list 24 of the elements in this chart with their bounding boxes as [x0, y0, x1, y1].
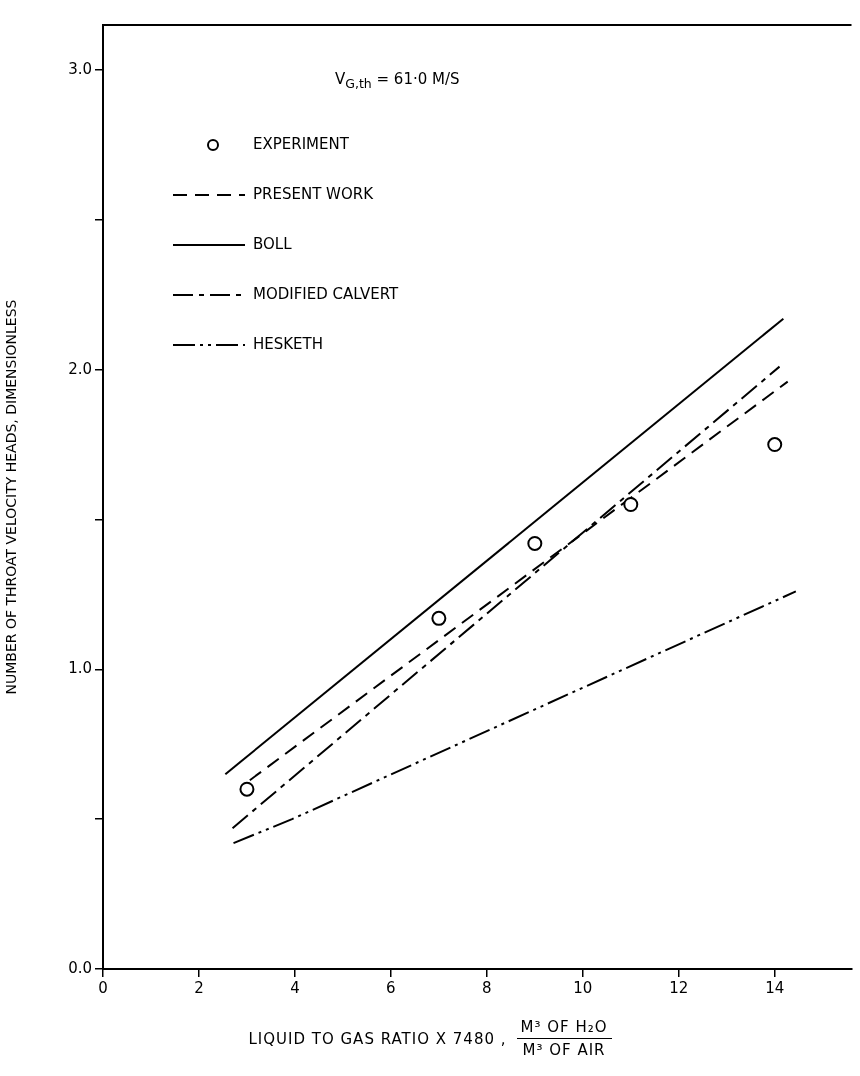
y-tick-label: 2.0	[68, 359, 92, 378]
x-tick-label: 10	[573, 978, 593, 997]
legend-label: MODIFIED CALVERT	[253, 284, 400, 303]
x-tick-label: 8	[482, 978, 492, 997]
point	[431, 610, 447, 626]
point	[623, 496, 639, 512]
legend-label: HESKETH	[253, 334, 324, 353]
x-tick-label: 14	[765, 978, 785, 997]
y-tick-label: 1.0	[68, 659, 92, 678]
x-tick-label: 12	[669, 978, 689, 997]
y-axis-title: NUMBER OF THROAT VELOCITY HEADS, DIMENSIONLESS	[3, 299, 20, 695]
legend-label: EXPERIMENT	[253, 134, 350, 153]
point	[527, 535, 543, 551]
x-tick-label: 6	[386, 978, 396, 997]
annotation: V$_{G,th}$ = 61·0 M/S	[335, 70, 460, 91]
point	[239, 781, 255, 797]
x-tick-label: 0	[98, 978, 108, 997]
y-tick-label: 3.0	[68, 59, 92, 78]
x-tick-label: 4	[290, 978, 300, 997]
x-tick-label: 2	[194, 978, 204, 997]
legend-label: BOLL	[253, 234, 293, 253]
point	[767, 437, 783, 453]
legend-label: PRESENT WORK	[253, 184, 375, 203]
y-tick-label: 0.0	[68, 958, 92, 977]
